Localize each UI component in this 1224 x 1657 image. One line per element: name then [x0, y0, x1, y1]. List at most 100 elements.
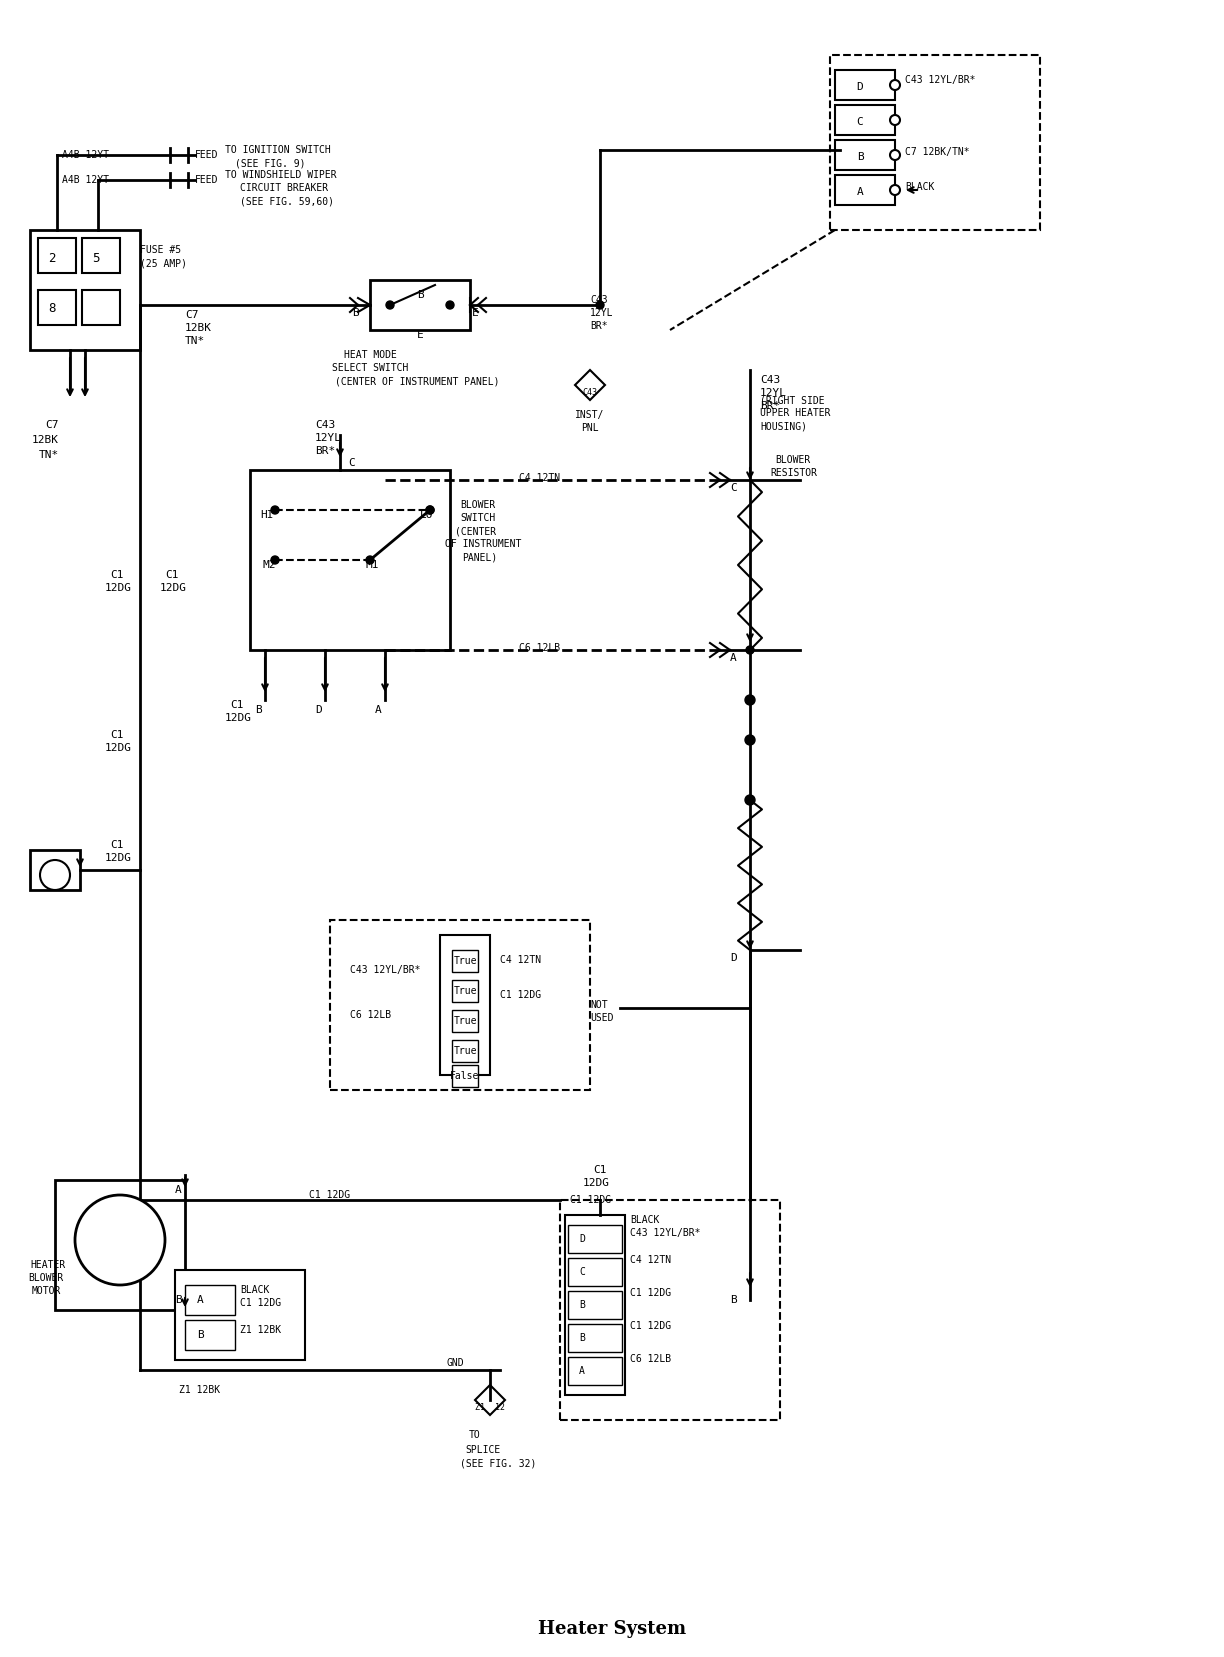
- Text: UPPER HEATER: UPPER HEATER: [760, 408, 831, 418]
- Bar: [561, 1200, 780, 1420]
- Circle shape: [366, 557, 375, 563]
- Bar: [439, 935, 490, 1075]
- Circle shape: [426, 505, 435, 514]
- Text: C: C: [731, 482, 737, 494]
- Text: HEATER: HEATER: [31, 1259, 65, 1269]
- Text: TO WINDSHIELD WIPER: TO WINDSHIELD WIPER: [225, 171, 337, 181]
- Bar: [835, 70, 895, 99]
- Text: NOT: NOT: [590, 1001, 607, 1011]
- Circle shape: [75, 1195, 165, 1284]
- Text: C1 12DG: C1 12DG: [240, 1297, 282, 1307]
- Text: B: B: [175, 1296, 181, 1306]
- Text: TN*: TN*: [39, 451, 59, 461]
- Circle shape: [386, 302, 394, 308]
- Text: C6 12LB: C6 12LB: [519, 643, 561, 653]
- Text: (SEE FIG. 9): (SEE FIG. 9): [235, 157, 306, 167]
- Text: HI: HI: [259, 510, 273, 520]
- Text: OF INSTRUMENT: OF INSTRUMENT: [446, 539, 521, 548]
- Circle shape: [890, 114, 900, 124]
- Text: C1 12DG: C1 12DG: [570, 1195, 611, 1205]
- Text: D: D: [315, 704, 322, 716]
- Text: 12BK: 12BK: [185, 323, 212, 333]
- Text: C43: C43: [583, 388, 597, 398]
- Text: C43: C43: [590, 295, 607, 305]
- Text: GND: GND: [447, 1359, 464, 1369]
- Text: B: B: [731, 1296, 737, 1306]
- Bar: [835, 139, 895, 171]
- Text: SELECT SWITCH: SELECT SWITCH: [332, 363, 408, 373]
- Text: D: D: [579, 1234, 585, 1244]
- Text: Z1 12BK: Z1 12BK: [180, 1385, 220, 1395]
- Text: BLOWER: BLOWER: [28, 1273, 64, 1283]
- Bar: [38, 290, 76, 325]
- Text: TO IGNITION SWITCH: TO IGNITION SWITCH: [225, 146, 330, 156]
- Text: FEED: FEED: [195, 151, 219, 161]
- Text: C1 12DG: C1 12DG: [630, 1287, 671, 1297]
- Text: A: A: [857, 187, 863, 197]
- Text: C7: C7: [185, 310, 198, 320]
- Bar: [330, 920, 590, 1090]
- Bar: [31, 230, 140, 350]
- Text: C1: C1: [110, 570, 124, 580]
- Text: E5: E5: [48, 870, 61, 880]
- Circle shape: [745, 694, 755, 704]
- Circle shape: [596, 302, 603, 308]
- Text: TN*: TN*: [185, 336, 206, 346]
- Text: C1 12DG: C1 12DG: [499, 989, 541, 1001]
- Text: True: True: [453, 1016, 477, 1026]
- Text: C1 12DG: C1 12DG: [310, 1190, 350, 1200]
- Text: C1: C1: [110, 731, 124, 741]
- Text: M1: M1: [365, 560, 378, 570]
- Text: C6 12LB: C6 12LB: [350, 1011, 392, 1021]
- Circle shape: [890, 186, 900, 196]
- Text: C4 12TN: C4 12TN: [630, 1254, 671, 1264]
- Text: BLACK: BLACK: [240, 1284, 269, 1296]
- Text: C43: C43: [760, 374, 780, 384]
- Bar: [250, 471, 450, 650]
- Text: A4B 12YT: A4B 12YT: [61, 176, 109, 186]
- Circle shape: [271, 505, 279, 514]
- Text: Z1 12BK: Z1 12BK: [240, 1326, 282, 1336]
- Bar: [565, 1215, 625, 1395]
- Text: 12DG: 12DG: [160, 583, 187, 593]
- Bar: [175, 1269, 305, 1360]
- Text: 12YL: 12YL: [315, 432, 341, 442]
- Text: MOTOR: MOTOR: [32, 1286, 61, 1296]
- Text: CIRCUIT BREAKER: CIRCUIT BREAKER: [240, 182, 328, 192]
- Text: BR*: BR*: [760, 401, 780, 411]
- Text: B: B: [579, 1332, 585, 1344]
- Text: (25 AMP): (25 AMP): [140, 258, 187, 268]
- Text: E: E: [416, 330, 424, 340]
- Text: C43 12YL/BR*: C43 12YL/BR*: [630, 1228, 700, 1238]
- Text: C4 12TN: C4 12TN: [519, 472, 561, 482]
- Text: INST/: INST/: [575, 409, 605, 419]
- Text: C6 12LB: C6 12LB: [630, 1354, 671, 1364]
- Circle shape: [745, 646, 754, 655]
- Text: 12DG: 12DG: [105, 583, 132, 593]
- Text: A: A: [579, 1365, 585, 1375]
- Text: C1: C1: [230, 699, 244, 709]
- Bar: [82, 239, 120, 273]
- Bar: [835, 104, 895, 134]
- Bar: [31, 850, 80, 890]
- Bar: [452, 1065, 479, 1087]
- Text: A4B 12YT: A4B 12YT: [61, 151, 109, 161]
- Text: BLOWER: BLOWER: [775, 456, 810, 466]
- Text: BLOWER: BLOWER: [460, 500, 496, 510]
- Text: BLACK: BLACK: [630, 1215, 660, 1225]
- Bar: [568, 1258, 622, 1286]
- Text: C1: C1: [594, 1165, 607, 1175]
- Text: C4 12TN: C4 12TN: [499, 954, 541, 964]
- Bar: [370, 280, 470, 330]
- Text: C1: C1: [165, 570, 179, 580]
- Text: M2: M2: [262, 560, 275, 570]
- Text: PNL: PNL: [581, 423, 599, 432]
- Bar: [568, 1357, 622, 1385]
- Text: 12DG: 12DG: [225, 713, 252, 722]
- Text: BLACK: BLACK: [905, 182, 934, 192]
- Text: 12DG: 12DG: [105, 853, 132, 863]
- Bar: [568, 1324, 622, 1352]
- Text: A: A: [731, 653, 737, 663]
- Bar: [185, 1321, 235, 1350]
- Text: E: E: [472, 308, 479, 318]
